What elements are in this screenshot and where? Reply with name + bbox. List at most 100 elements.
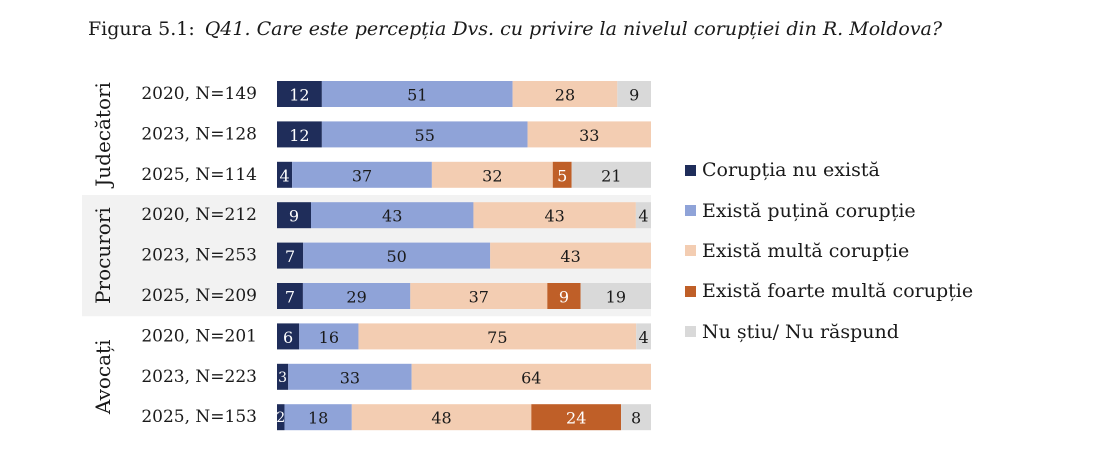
bar-segment-coruptia-nu-exista [277, 81, 322, 107]
bar-segment-coruptia-nu-exista [277, 121, 322, 148]
category-label: 2023, N=253 [141, 246, 257, 266]
data-label: 55 [415, 126, 435, 145]
group-label-procurori: Procurori [91, 207, 115, 304]
bar-segment-exista-multa-coruptie [490, 242, 651, 269]
data-label: 7 [285, 288, 295, 307]
legend-swatch [685, 245, 696, 257]
data-label: 43 [382, 207, 402, 226]
category-label: 2023, N=223 [141, 367, 257, 387]
data-label: 28 [555, 86, 575, 105]
data-label: 9 [559, 288, 569, 307]
category-label: 2020, N=201 [141, 326, 257, 346]
data-label: 33 [340, 368, 360, 387]
legend-swatch [685, 205, 696, 217]
bar-segment-nu-stiu-nu-raspund [635, 202, 651, 229]
bar-segment-coruptia-nu-exista [277, 404, 285, 431]
data-label: 37 [469, 288, 489, 307]
bar-segment-coruptia-nu-exista [277, 161, 293, 188]
data-label: 3 [278, 370, 287, 386]
legend-label: Nu știu/ Nu răspund [702, 320, 899, 343]
data-label: 4 [639, 328, 649, 347]
bar-segment-exista-multa-coruptie [410, 283, 548, 309]
group-label-judecatori: Judecători [91, 82, 115, 189]
bar-segment-exista-multa-coruptie [351, 404, 532, 431]
group-label-avocati: Avocați [91, 340, 115, 416]
legend-item-coruptia-nu-exista: Corupția nu există [685, 150, 973, 190]
chart-legend: Corupția nu există Există puțină corupție… [685, 150, 973, 352]
data-label: 75 [487, 328, 507, 347]
bar-segment-coruptia-nu-exista [277, 323, 300, 350]
category-label: 2025, N=153 [141, 407, 257, 427]
bar-segment-exista-foarte-multa-coruptie [552, 161, 572, 188]
data-label: 43 [544, 207, 564, 226]
category-label: 2023, N=128 [141, 124, 257, 144]
bar-segment-exista-putina-coruptie [284, 404, 352, 431]
data-label: 18 [308, 409, 328, 428]
bar-segment-nu-stiu-nu-raspund [580, 283, 651, 309]
bar-segment-exista-foarte-multa-coruptie [547, 283, 581, 309]
bar-segment-exista-multa-coruptie [411, 363, 651, 390]
bar-segment-coruptia-nu-exista [277, 202, 311, 229]
data-label: 50 [387, 247, 407, 266]
bar-segment-exista-multa-coruptie [473, 202, 636, 229]
data-label: 51 [407, 86, 427, 105]
data-label: 7 [285, 247, 295, 266]
legend-label: Există multă corupție [702, 239, 910, 262]
bar-segment-nu-stiu-nu-raspund [636, 323, 651, 350]
bar-segment-exista-putina-coruptie [321, 121, 528, 148]
legend-swatch [685, 164, 696, 176]
bar-segment-exista-putina-coruptie [288, 363, 412, 390]
legend-item-nu-stiu-nu-raspund: Nu știu/ Nu răspund [685, 312, 973, 352]
legend-item-exista-putina-coruptie: Există puțină corupție [685, 190, 973, 230]
bar-segment-nu-stiu-nu-raspund [621, 404, 651, 431]
data-label: 21 [601, 166, 621, 185]
legend-item-exista-foarte-multa-coruptie: Există foarte multă corupție [685, 271, 973, 311]
bar-segment-exista-putina-coruptie [292, 161, 432, 188]
legend-swatch [685, 285, 696, 297]
data-label: 37 [352, 166, 372, 185]
category-label: 2025, N=114 [141, 165, 257, 185]
bar-segment-nu-stiu-nu-raspund [571, 161, 651, 188]
bar-segment-coruptia-nu-exista [277, 242, 304, 269]
data-label: 4 [279, 166, 289, 185]
data-label: 24 [566, 409, 586, 428]
data-label: 9 [629, 86, 639, 105]
bar-segment-exista-putina-coruptie [311, 202, 474, 229]
category-label: 2020, N=149 [141, 84, 257, 104]
data-label: 33 [579, 126, 599, 145]
data-label: 29 [346, 288, 366, 307]
bar-segment-exista-multa-coruptie [358, 323, 637, 350]
bar-segment-exista-foarte-multa-coruptie [531, 404, 622, 431]
data-label: 48 [431, 409, 451, 428]
legend-item-exista-multa-coruptie: Există multă corupție [685, 231, 973, 271]
data-label: 4 [638, 207, 648, 226]
data-label: 64 [521, 368, 541, 387]
data-label: 9 [289, 207, 299, 226]
figure-title: Figura 5.1: Q41. Care este percepția Dvs.… [88, 18, 942, 40]
bar-segment-exista-putina-coruptie [321, 81, 513, 107]
bar-segment-exista-multa-coruptie [512, 81, 618, 107]
bar-segment-coruptia-nu-exista [277, 363, 289, 390]
figure-question: Q41. Care este percepția Dvs. cu privire… [204, 18, 943, 40]
data-label: 43 [560, 247, 580, 266]
category-label: 2020, N=212 [141, 205, 257, 225]
bar-segment-coruptia-nu-exista [277, 283, 303, 309]
data-label: 8 [631, 409, 641, 428]
figure-number: Figura 5.1: [88, 18, 195, 40]
data-label: 12 [289, 126, 309, 145]
legend-label: Există puțină corupție [702, 199, 916, 222]
legend-swatch [685, 326, 696, 338]
data-label: 6 [283, 328, 293, 347]
legend-label: Corupția nu există [702, 159, 880, 182]
data-label: 32 [482, 166, 502, 185]
data-label: 16 [319, 328, 339, 347]
bar-segment-nu-stiu-nu-raspund [617, 81, 651, 107]
data-label: 12 [289, 86, 309, 105]
bar-segment-exista-multa-coruptie [527, 121, 651, 148]
legend-label: Există foarte multă corupție [702, 280, 974, 303]
bar-segment-exista-putina-coruptie [299, 323, 359, 350]
data-label: 2 [276, 410, 285, 426]
bar-segment-exista-putina-coruptie [302, 283, 411, 309]
bar-segment-exista-multa-coruptie [431, 161, 553, 188]
